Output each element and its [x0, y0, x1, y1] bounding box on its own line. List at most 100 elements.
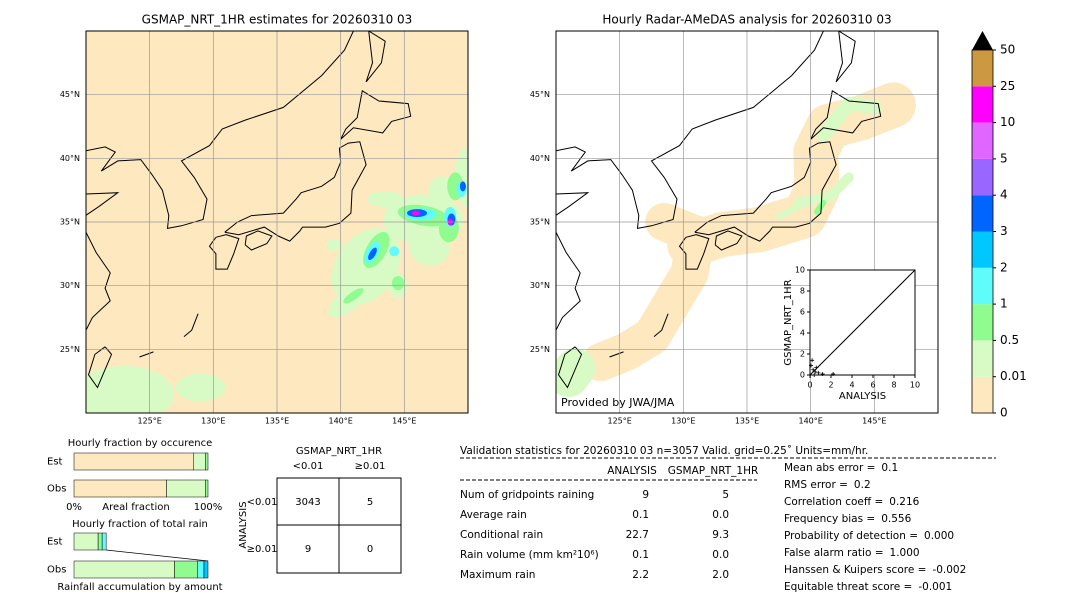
score: Equitable threat score = -0.001: [784, 581, 952, 593]
colorbar-label: 0.5: [1000, 333, 1019, 347]
score-label: Mean abs error =: [784, 462, 875, 474]
colorbar-label: 0: [1000, 406, 1008, 420]
table-cell: 5: [367, 497, 373, 508]
table-cell: 9: [642, 489, 649, 501]
table-cell: 3043: [295, 497, 320, 508]
x-tick-label: 130°E: [201, 417, 225, 426]
coastline: [224, 141, 367, 242]
colorbar-label: 0.01: [1000, 369, 1027, 383]
table-cell: 0.0: [712, 509, 729, 521]
x-tick-label: 4: [849, 381, 854, 390]
column-header: ≥0.01: [355, 461, 386, 472]
score-label: False alarm ratio =: [784, 547, 884, 559]
stats-title: Validation statistics for 20260310 03 n=…: [460, 445, 868, 457]
coastline: [556, 31, 824, 230]
rain-area: [389, 246, 400, 257]
x-tick-label: 130°E: [671, 417, 695, 426]
score-value: 0.000: [924, 530, 954, 542]
score-value: 0.216: [889, 496, 919, 508]
x-tick-label: 125°E: [608, 417, 632, 426]
bar-segment: [203, 560, 209, 579]
x-tick-label: 140°E: [799, 417, 823, 426]
bar-segment: [197, 560, 205, 579]
bar-label: Est: [47, 537, 63, 548]
column-header: ANALYSIS: [607, 465, 657, 477]
x-tick-label: 135°E: [265, 417, 289, 426]
colorbar-segment: [972, 231, 993, 268]
x-tick-label: 2: [828, 381, 833, 390]
rain-area: [459, 181, 466, 192]
table-cell: 22.7: [626, 529, 649, 541]
x-tick-label: 135°E: [735, 417, 759, 426]
coastline: [139, 351, 154, 358]
coastline: [557, 346, 583, 389]
column-header: <0.01: [293, 461, 324, 472]
x-tick-label: 0: [807, 381, 812, 390]
bar-segment: [193, 452, 206, 471]
y-tick-label: 40°N: [530, 154, 550, 163]
bar-segment: [166, 479, 206, 498]
score: Correlation coeff = 0.216: [784, 496, 920, 508]
y-tick-label: 45°N: [530, 90, 550, 99]
row-header: <0.01: [247, 497, 278, 508]
y-tick-label: 2: [800, 350, 805, 359]
score-label: Hanssen & Kuipers score =: [784, 564, 926, 576]
rain-area: [343, 288, 364, 304]
y-tick-label: 35°N: [60, 218, 80, 227]
x-tick-label: 8: [891, 381, 896, 390]
analysis-area: [814, 199, 827, 215]
map-title: GSMAP_NRT_1HR estimates for 20260310 03: [142, 13, 413, 27]
colorbar-segment: [972, 86, 993, 123]
rain-area: [175, 373, 226, 402]
scatter-point: [811, 367, 816, 372]
chart-title: Hourly fraction of total rain: [72, 519, 208, 530]
colorbar-label: 2: [1000, 260, 1008, 274]
y-tick-label: 45°N: [60, 90, 80, 99]
coastline: [86, 192, 120, 331]
x-tick-label: 100%: [194, 502, 223, 513]
colorbar-label: 1: [1000, 297, 1008, 311]
rain-area: [326, 238, 343, 251]
map-area: [86, 31, 468, 413]
y-tick-label: 35°N: [530, 218, 550, 227]
score-value: 0.1: [881, 462, 898, 474]
y-tick-label: 30°N: [530, 281, 550, 290]
map-panel: 125°E 130°E 135°E 140°E 145°E 25°N 30°N 35°N 40°…: [60, 13, 469, 426]
map-frame: [85, 30, 469, 414]
score-label: RMS error =: [784, 479, 848, 491]
y-tick-label: 40°N: [60, 154, 80, 163]
colorbar-segment: [972, 340, 993, 377]
score: Mean abs error = 0.1: [784, 462, 898, 474]
colorbar-label: 25: [1000, 79, 1015, 93]
bar-segment: [73, 479, 167, 498]
colorbar-label: 3: [1000, 224, 1008, 238]
y-tick-label: 0: [800, 371, 805, 380]
colorbar-label: 4: [1000, 188, 1008, 202]
bar-label: Obs: [47, 484, 66, 495]
score-label: Equitable threat score =: [784, 581, 912, 593]
colorbar-segment: [972, 304, 993, 341]
table-cell: 2.0: [712, 569, 729, 581]
row-title: ANALYSIS: [238, 501, 249, 548]
colorbar-segment: [972, 267, 993, 305]
y-tick-label: 25°N: [530, 345, 550, 354]
map-frame: [555, 30, 939, 414]
analysis-area: [775, 199, 808, 220]
coastline: [714, 230, 743, 251]
y-tick-label: 8: [800, 287, 805, 296]
map-area: [556, 31, 938, 413]
rain-area: [411, 210, 420, 216]
map-title: Hourly Radar-AMeDAS analysis for 2026031…: [602, 13, 891, 27]
coastline: [653, 313, 669, 337]
connector: [106, 549, 209, 562]
x-tick-label: 125°E: [138, 417, 162, 426]
column-header: GSMAP_NRT_1HR: [668, 465, 759, 477]
bar-segment: [205, 452, 209, 471]
score-label: Correlation coeff =: [784, 496, 883, 508]
score-value: 0.556: [881, 513, 911, 525]
score: RMS error = 0.2: [784, 479, 871, 491]
coastline: [694, 141, 837, 242]
colorbar-label: 10: [1000, 115, 1015, 129]
colorbar-segment: [972, 376, 993, 413]
